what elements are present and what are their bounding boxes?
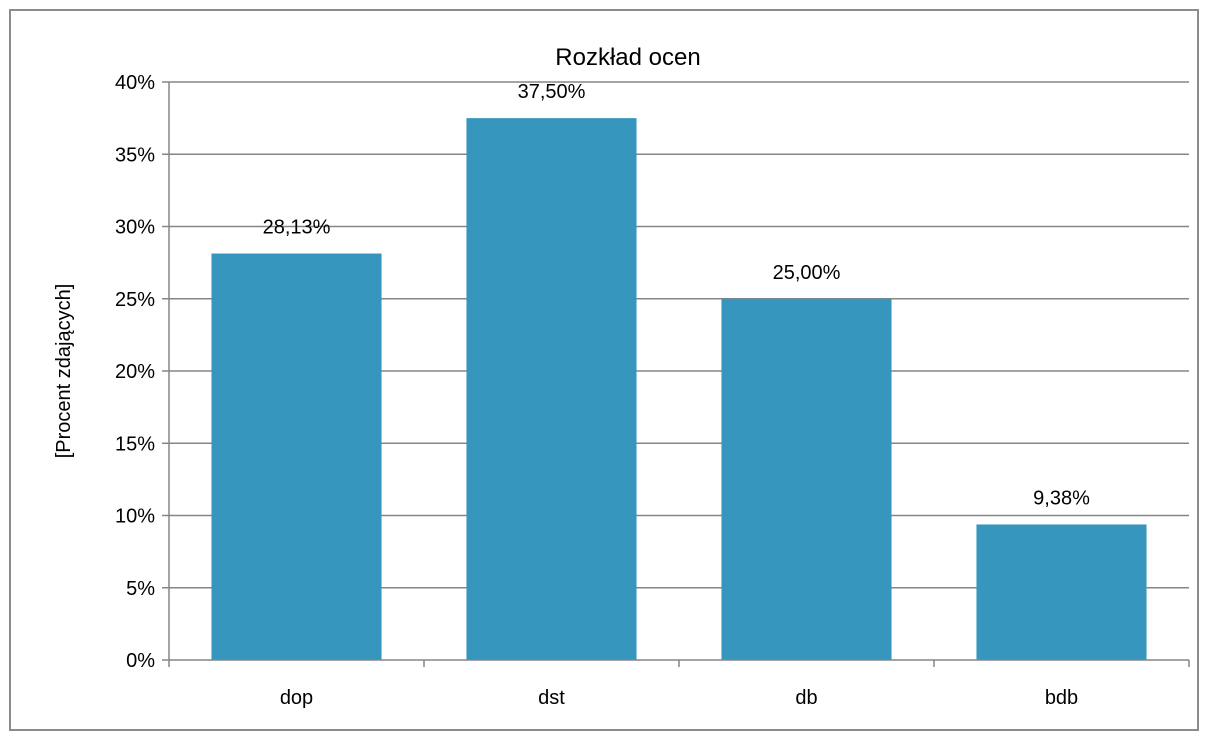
- y-tick-label: 5%: [126, 578, 155, 600]
- y-tick-label: 25%: [115, 289, 155, 311]
- labels: 0% 5% 10% 15% 20% 25% 30% 35% 40% 28,13% dop 37,50%…: [115, 72, 1090, 709]
- category-label-bdb: bdb: [1045, 687, 1078, 709]
- y-tick-label: 20%: [115, 361, 155, 383]
- y-tick-label: 40%: [115, 72, 155, 94]
- axes: [162, 81, 1190, 667]
- y-axis-label: [Procent zdających]: [53, 284, 75, 459]
- data-label-dop: 28,13%: [263, 217, 331, 239]
- category-label-dop: dop: [280, 687, 313, 709]
- data-label-bdb: 9,38%: [1033, 487, 1090, 509]
- bar-db: [721, 298, 892, 660]
- data-label-dst: 37,50%: [518, 81, 586, 103]
- bar-bdb: [976, 524, 1147, 660]
- y-tick-label: 30%: [115, 217, 155, 239]
- y-tick-label: 15%: [115, 433, 155, 455]
- category-label-dst: dst: [538, 687, 565, 709]
- y-tick-label: 0%: [126, 650, 155, 672]
- bars: [211, 118, 1147, 661]
- y-tick-label: 35%: [115, 144, 155, 166]
- data-label-db: 25,00%: [773, 262, 841, 284]
- y-tick-label: 10%: [115, 506, 155, 528]
- bar-dop: [211, 253, 382, 661]
- bar-dst: [466, 118, 637, 660]
- chart-title: Rozkład ocen: [555, 44, 700, 71]
- category-label-db: db: [795, 687, 817, 709]
